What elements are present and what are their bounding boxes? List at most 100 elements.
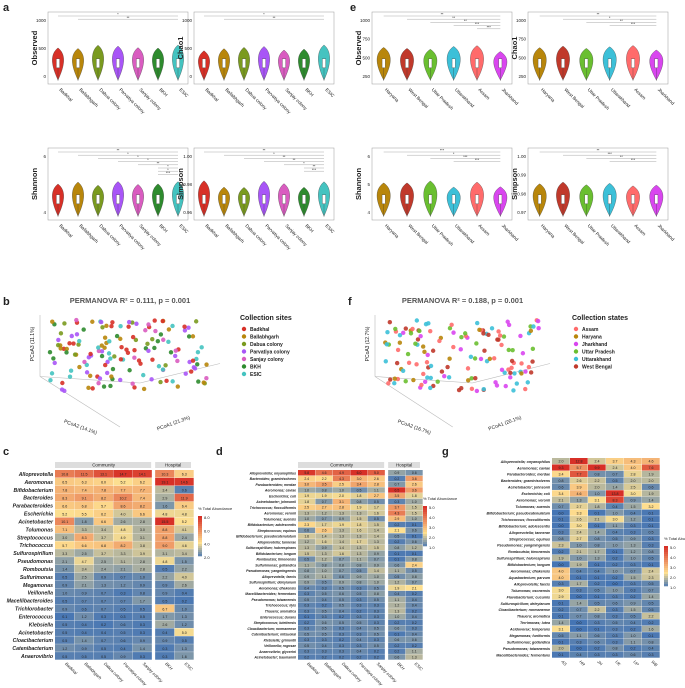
cell-value: 2.4 [101, 568, 106, 572]
heatmap-cell [93, 477, 113, 486]
heatmap-cell [405, 619, 423, 626]
heatmap-cell [155, 628, 175, 636]
cell-value: 7.7 [577, 473, 582, 477]
scatter-point [132, 347, 137, 353]
heatmap-cell [350, 631, 368, 637]
legend-gradient [664, 580, 668, 583]
scatter-point [451, 330, 456, 335]
heatmap-cell [405, 631, 423, 637]
legend-tick: 4.0 [670, 555, 676, 560]
heatmap-cell [588, 554, 606, 561]
row-label: Escherichia [24, 512, 53, 518]
scatter-point [183, 371, 188, 376]
cell-value: 0.7 [559, 505, 564, 509]
cell-value: 1.3 [357, 511, 362, 515]
cell-value: 0.2 [322, 655, 327, 659]
legend-gradient [423, 510, 427, 513]
cell-value: 1.3 [339, 529, 344, 533]
heatmap-cell [588, 612, 606, 619]
heatmap-cell [388, 487, 406, 493]
legend-gradient [423, 514, 427, 517]
cell-value: 0.1 [304, 615, 309, 619]
cell-value: 0.5 [374, 517, 379, 521]
heatmap-cell [606, 470, 624, 478]
heatmap-cell [55, 549, 75, 557]
cell-value: 1.1 [304, 563, 309, 567]
box-median [282, 194, 286, 204]
box-median [381, 194, 386, 204]
heatmap-cell [298, 504, 316, 511]
scatter-point [168, 350, 174, 355]
cell-value: 0.5 [304, 558, 309, 562]
heatmap-cell [570, 528, 588, 536]
scatter-point [146, 348, 151, 354]
box-median [76, 58, 80, 68]
cell-value: 0.9 [162, 591, 167, 595]
heatmap-cell [588, 619, 606, 626]
heatmap-cell [350, 487, 368, 493]
cell-value: 0.8 [412, 558, 417, 562]
legend-entry: Haryana [582, 335, 602, 341]
legend-tick: 3.0 [429, 525, 435, 530]
heatmap-cell [606, 477, 624, 484]
cell-value: 1.3 [357, 546, 362, 550]
heatmap-cell [315, 533, 333, 539]
cell-value: 2.7 [577, 505, 582, 509]
box-median [116, 58, 120, 68]
cell-value: 2.1 [121, 568, 126, 572]
box-median [451, 58, 456, 68]
heatmap-cell [552, 645, 570, 652]
scatter-point [437, 338, 442, 344]
scatter-point [420, 344, 426, 349]
cell-value: 1.6 [357, 529, 362, 533]
heatmap-cell [74, 652, 94, 660]
heatmap-cell [388, 527, 406, 534]
cell-value: 1.2 [412, 546, 417, 550]
cell-value: 0.5 [140, 615, 145, 619]
cell-value: 1.0 [374, 575, 379, 579]
cell-value: 0.4 [322, 644, 327, 648]
heatmap-cell [113, 549, 133, 557]
x-tick-label: ESIC [324, 223, 336, 235]
cell-value: 0.4 [649, 647, 654, 651]
cell-value: 0.3 [559, 531, 564, 535]
heatmap-cell [624, 470, 642, 478]
scatter-point [138, 361, 143, 366]
row-label: Flavobacterium; cucumis [507, 595, 550, 599]
scatter-point [495, 337, 500, 342]
heatmap-cell [74, 517, 94, 526]
heatmap-cell [298, 498, 316, 505]
cell-value: 1.1 [374, 488, 379, 492]
heatmap-cell [350, 613, 368, 620]
heatmap-cell [642, 645, 660, 652]
heatmap-cell [624, 548, 642, 555]
heatmap-cell [367, 521, 385, 528]
heatmap-cell [388, 596, 406, 603]
cell-value: 4.8 [162, 560, 167, 564]
scatter-point [497, 333, 503, 338]
cell-value: 0.9 [101, 576, 106, 580]
box-median [56, 58, 60, 68]
cell-value: 1.6 [322, 540, 327, 544]
significance-mark: * [273, 152, 275, 156]
row-label: Tolumonas; auensis [515, 505, 550, 509]
cell-value: 0.4 [595, 569, 600, 573]
heatmap-cell [552, 580, 570, 587]
scatter-point [518, 333, 523, 339]
scatter-point [76, 342, 81, 347]
cell-value: 0.2 [304, 655, 309, 659]
legend-gradient [423, 518, 427, 521]
scatter-point [405, 351, 411, 357]
heatmap-cell [132, 652, 152, 660]
heatmap-cell [367, 654, 385, 660]
cell-value: 7.7 [140, 489, 145, 493]
cell-value: 1.3 [339, 534, 344, 538]
cell-value: 0.1 [559, 653, 564, 657]
box-median [56, 194, 60, 204]
scatter-point [104, 323, 109, 329]
heatmap-cell [367, 470, 385, 476]
heatmap-cell [332, 504, 350, 511]
cell-value: 5.7 [62, 544, 67, 548]
legend-gradient [664, 546, 668, 549]
heatmap-cell [93, 604, 113, 613]
